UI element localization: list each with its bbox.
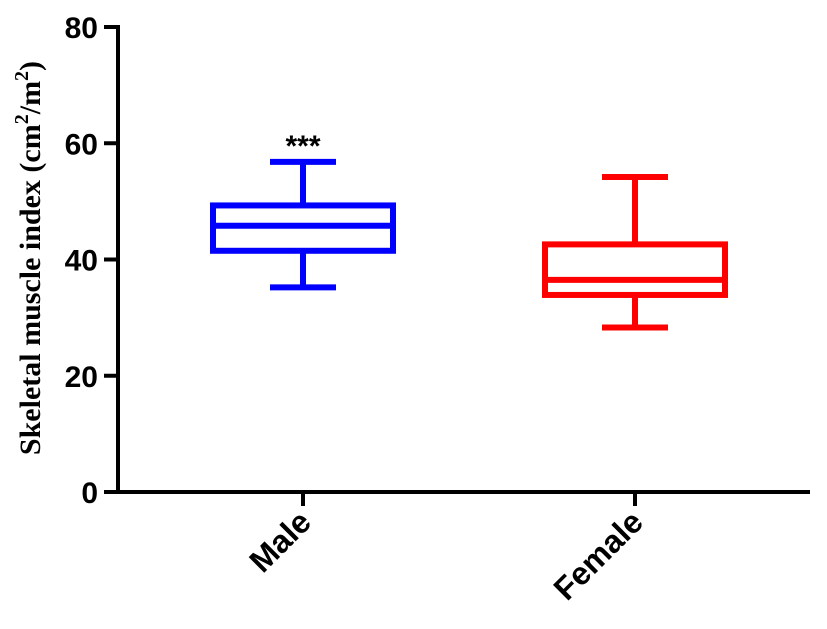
y-axis: 0 20 40 60 80 [65, 12, 120, 510]
y-tick-label-80: 80 [65, 12, 98, 45]
y-axis-label-main: Skeletal muscle index (cm [14, 124, 47, 455]
y-tick-label-60: 60 [65, 128, 98, 161]
significance-annotation-male: *** [285, 130, 320, 163]
y-axis-label-sup2: 2 [11, 71, 33, 81]
y-tick-label-20: 20 [65, 361, 98, 394]
y-axis-label-sup1: 2 [11, 114, 33, 124]
iqr-box-female [542, 241, 728, 298]
y-axis-label-end: ) [14, 61, 47, 71]
y-tick-label-40: 40 [65, 245, 98, 278]
y-tick-label-0: 0 [81, 477, 98, 510]
box-male: *** [210, 130, 396, 291]
y-axis-label: Skeletal muscle index (cm2/m2) [11, 61, 47, 455]
x-axis: Male Female [116, 490, 810, 607]
boxes-group: *** [210, 130, 728, 331]
x-tick-label-female: Female [547, 503, 650, 606]
x-tick-label-male: Male [242, 503, 318, 579]
box-female [542, 173, 728, 331]
y-axis-label-mid: /m [14, 81, 47, 115]
